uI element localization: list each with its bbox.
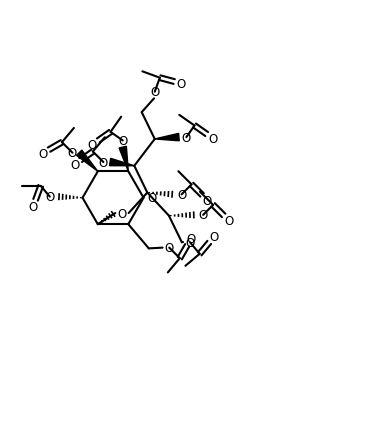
Polygon shape: [119, 147, 128, 172]
Text: O: O: [70, 158, 79, 172]
Text: O: O: [38, 147, 47, 160]
Text: O: O: [88, 139, 97, 152]
Text: O: O: [186, 233, 196, 246]
Text: O: O: [186, 237, 195, 249]
Text: O: O: [208, 132, 218, 145]
Text: O: O: [203, 194, 212, 207]
Text: O: O: [117, 207, 127, 220]
Text: O: O: [118, 135, 128, 147]
Polygon shape: [76, 151, 98, 172]
Text: O: O: [198, 209, 208, 222]
Text: O: O: [177, 78, 186, 91]
Polygon shape: [155, 134, 179, 141]
Text: O: O: [45, 190, 54, 204]
Text: O: O: [177, 188, 186, 201]
Text: O: O: [182, 131, 191, 144]
Text: O: O: [209, 230, 219, 244]
Text: O: O: [224, 215, 234, 227]
Text: O: O: [150, 86, 159, 99]
Text: O: O: [28, 201, 38, 214]
Text: O: O: [147, 192, 156, 205]
Text: O: O: [68, 147, 77, 160]
Text: O: O: [99, 156, 108, 169]
Polygon shape: [110, 159, 134, 166]
Text: O: O: [165, 242, 174, 255]
